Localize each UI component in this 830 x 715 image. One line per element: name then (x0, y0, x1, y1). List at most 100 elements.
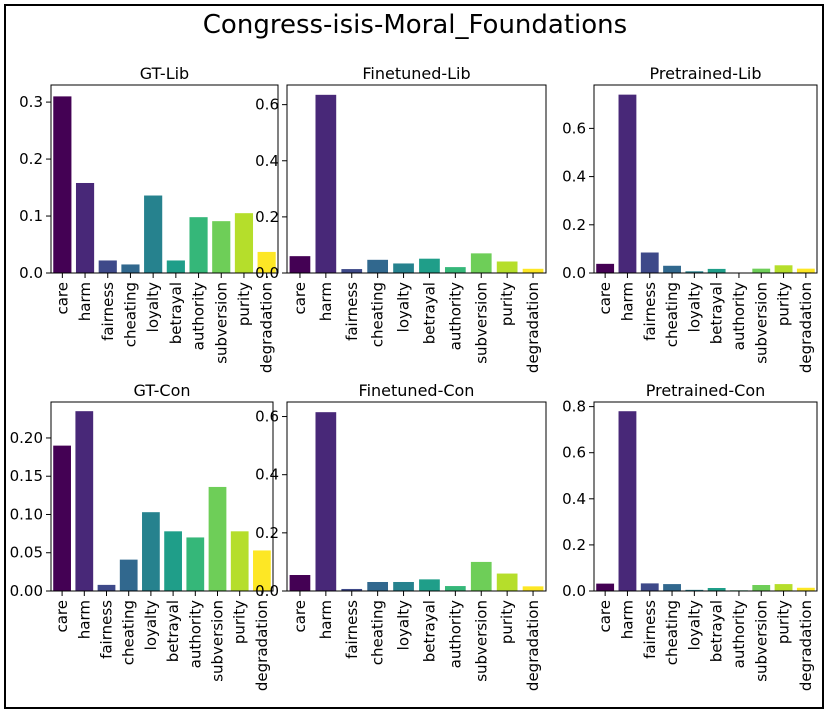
chart-panel-5: Pretrained-Con 0.0 0.2 0.4 0.6 0.8 care harm fai… (562, 381, 818, 691)
bar-care (289, 575, 311, 591)
x-tick-label: degradation (524, 600, 542, 691)
bar-betrayal (707, 588, 726, 591)
y-tick-label: 0.6 (562, 444, 586, 462)
axes-box (50, 401, 274, 592)
bar-cheating (121, 264, 140, 273)
x-tick-label: harm (317, 282, 335, 321)
x-tick-label: care (53, 600, 71, 633)
x-tick-label: degradation (524, 282, 542, 373)
bar-loyalty (393, 263, 414, 273)
x-tick-label: care (291, 600, 309, 633)
x-tick-label: harm (618, 282, 636, 321)
y-tick-label: 0.2 (255, 524, 279, 542)
bar-authority (444, 267, 466, 273)
bar-degradation (522, 268, 544, 273)
axes-box (286, 84, 547, 274)
x-tick-label: subversion (752, 600, 770, 682)
x-tick-label: loyalty (685, 282, 703, 332)
axes-box (50, 84, 279, 274)
x-tick-label: fairness (98, 600, 116, 659)
bar-degradation (253, 550, 271, 591)
x-tick-label: purity (231, 600, 249, 644)
x-tick-label: degradation (797, 600, 815, 691)
x-tick-label: authority (446, 282, 464, 350)
y-tick-label: 0.4 (255, 152, 279, 170)
bar-care (53, 96, 72, 273)
x-tick-label: authority (446, 600, 464, 668)
x-tick-label: loyalty (395, 600, 413, 650)
x-tick-label: authority (186, 600, 204, 668)
bar-fairness (97, 584, 116, 591)
x-tick-label: cheating (663, 600, 681, 665)
bar-harm (618, 411, 637, 591)
bar-authority (444, 586, 466, 591)
bar-harm (75, 182, 95, 273)
bar-betrayal (419, 579, 440, 591)
x-tick-label: subversion (472, 282, 490, 364)
bar-care (596, 583, 615, 591)
x-tick-label: degradation (258, 282, 276, 373)
y-tick-label: 0.0 (562, 582, 586, 600)
y-tick-label: 0.05 (10, 544, 43, 562)
bar-loyalty (142, 512, 160, 591)
bar-purity (774, 584, 793, 591)
x-tick-label: cheating (121, 282, 139, 347)
bar-subversion (752, 585, 771, 591)
bar-subversion (752, 268, 771, 273)
bar-betrayal (419, 258, 440, 273)
bar-loyalty (685, 271, 704, 273)
x-tick-label: authority (190, 282, 208, 350)
x-tick-label: subversion (472, 600, 490, 682)
x-tick-label: fairness (343, 282, 361, 341)
bar-loyalty (144, 195, 163, 273)
y-tick-label: 0.6 (255, 408, 279, 426)
bar-loyalty (685, 589, 704, 591)
bar-fairness (341, 269, 363, 273)
x-tick-label: betrayal (708, 600, 726, 662)
x-tick-label: harm (75, 600, 93, 639)
x-tick-label: betrayal (164, 600, 182, 662)
x-tick-label: loyalty (144, 282, 162, 332)
bar-purity (230, 531, 249, 591)
y-tick-label: 0.2 (255, 208, 279, 226)
x-tick-label: degradation (797, 282, 815, 373)
bar-betrayal (164, 531, 182, 591)
x-tick-label: loyalty (142, 600, 160, 650)
chart-panel-2: Pretrained-Lib 0.0 0.2 0.4 0.6 care harm fairne… (562, 64, 818, 373)
y-tick-label: 0.2 (562, 536, 586, 554)
bar-fairness (341, 588, 363, 591)
x-tick-label: degradation (253, 600, 271, 691)
subplot-title: Pretrained-Lib (650, 64, 762, 83)
x-tick-label: authority (730, 282, 748, 350)
subplot-title: GT-Con (133, 381, 190, 400)
x-tick-label: subversion (752, 282, 770, 364)
chart-panel-4: Finetuned-Con 0.0 0.2 0.4 0.6 care harm fairnes… (255, 381, 547, 691)
bar-cheating (367, 259, 389, 273)
x-tick-label: purity (235, 282, 253, 326)
x-tick-label: subversion (209, 600, 227, 682)
bar-betrayal (707, 268, 726, 273)
figure-title: Congress-isis-Moral_Foundations (202, 10, 628, 40)
bar-care (289, 256, 311, 273)
bar-loyalty (393, 581, 414, 591)
bar-subversion (212, 221, 231, 273)
y-tick-label: 0.6 (255, 96, 279, 114)
bar-fairness (640, 583, 659, 591)
subplot-title: GT-Lib (140, 64, 189, 83)
bar-subversion (470, 561, 492, 591)
bar-fairness (98, 260, 117, 273)
x-tick-label: harm (618, 600, 636, 639)
y-tick-label: 0.00 (10, 582, 43, 600)
x-tick-label: loyalty (685, 600, 703, 650)
bar-harm (315, 412, 337, 591)
x-tick-label: harm (317, 600, 335, 639)
x-tick-label: fairness (641, 282, 659, 341)
bar-purity (234, 213, 254, 273)
x-tick-label: fairness (343, 600, 361, 659)
bar-care (53, 445, 71, 591)
x-tick-label: cheating (663, 282, 681, 347)
bar-subversion (208, 486, 227, 591)
axes-box (593, 84, 818, 274)
y-tick-label: 0.8 (562, 398, 586, 416)
